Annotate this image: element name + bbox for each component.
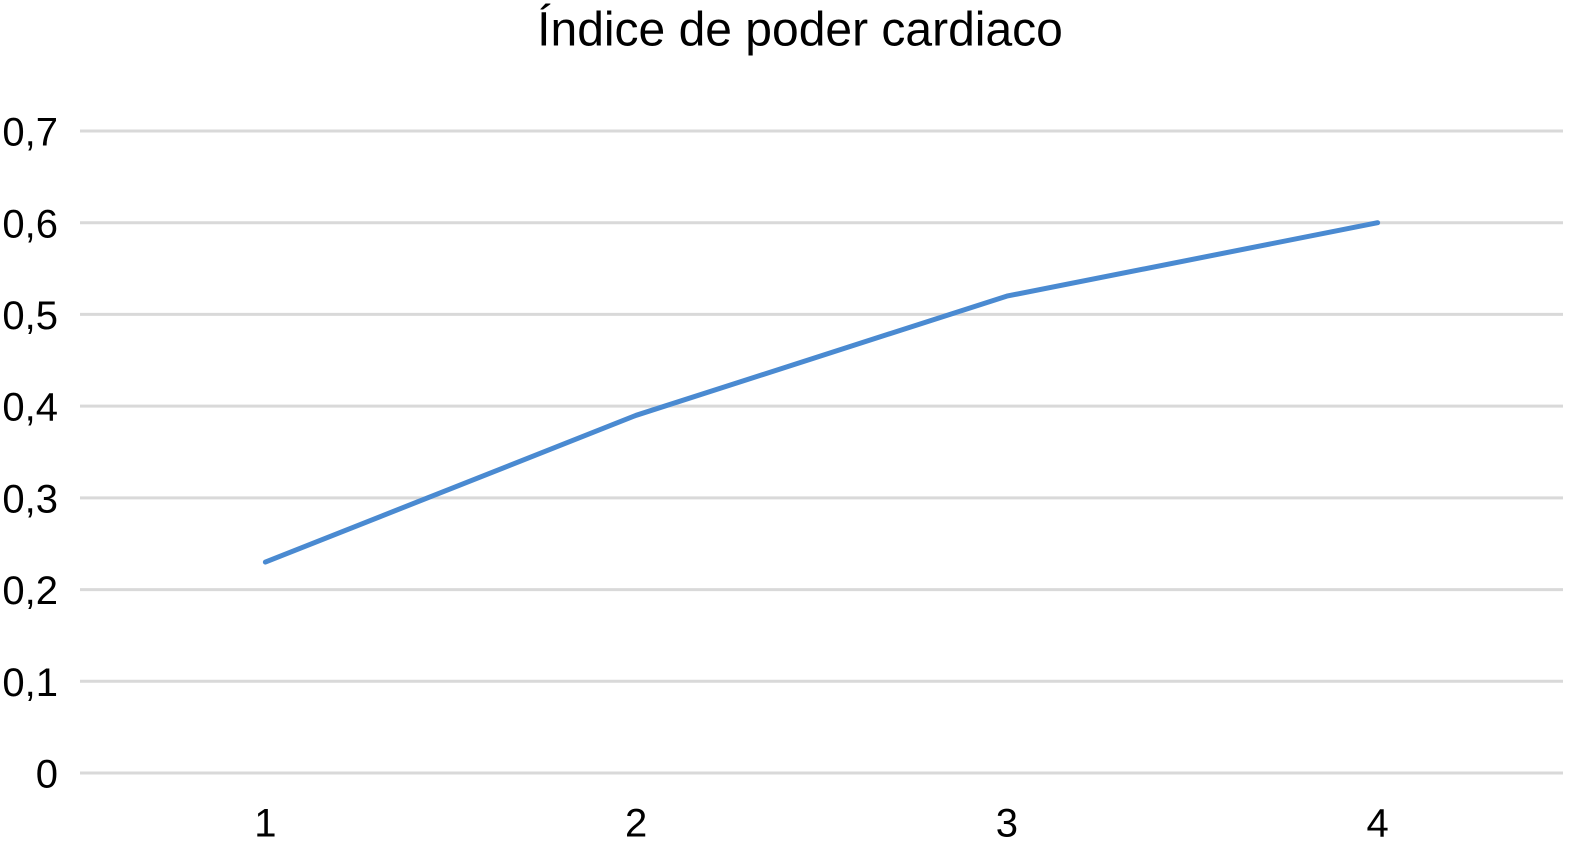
y-tick-label: 0,1 (2, 661, 58, 705)
y-tick-label: 0,7 (2, 111, 58, 155)
y-tick-label: 0,2 (2, 569, 58, 613)
data-line (262, 220, 1381, 565)
y-tick-label: 0,6 (2, 202, 58, 246)
x-tick-label: 2 (625, 802, 647, 846)
y-tick-label: 0 (36, 753, 58, 797)
y-tick-label: 0,4 (2, 386, 58, 430)
x-tick-label: 4 (1367, 802, 1389, 846)
y-tick-label: 0,3 (2, 477, 58, 521)
y-tick-label: 0,5 (2, 294, 58, 338)
chart-title: Índice de poder cardiaco (537, 4, 1063, 57)
x-tick-label: 1 (254, 802, 276, 846)
x-tick-label: 3 (996, 802, 1018, 846)
